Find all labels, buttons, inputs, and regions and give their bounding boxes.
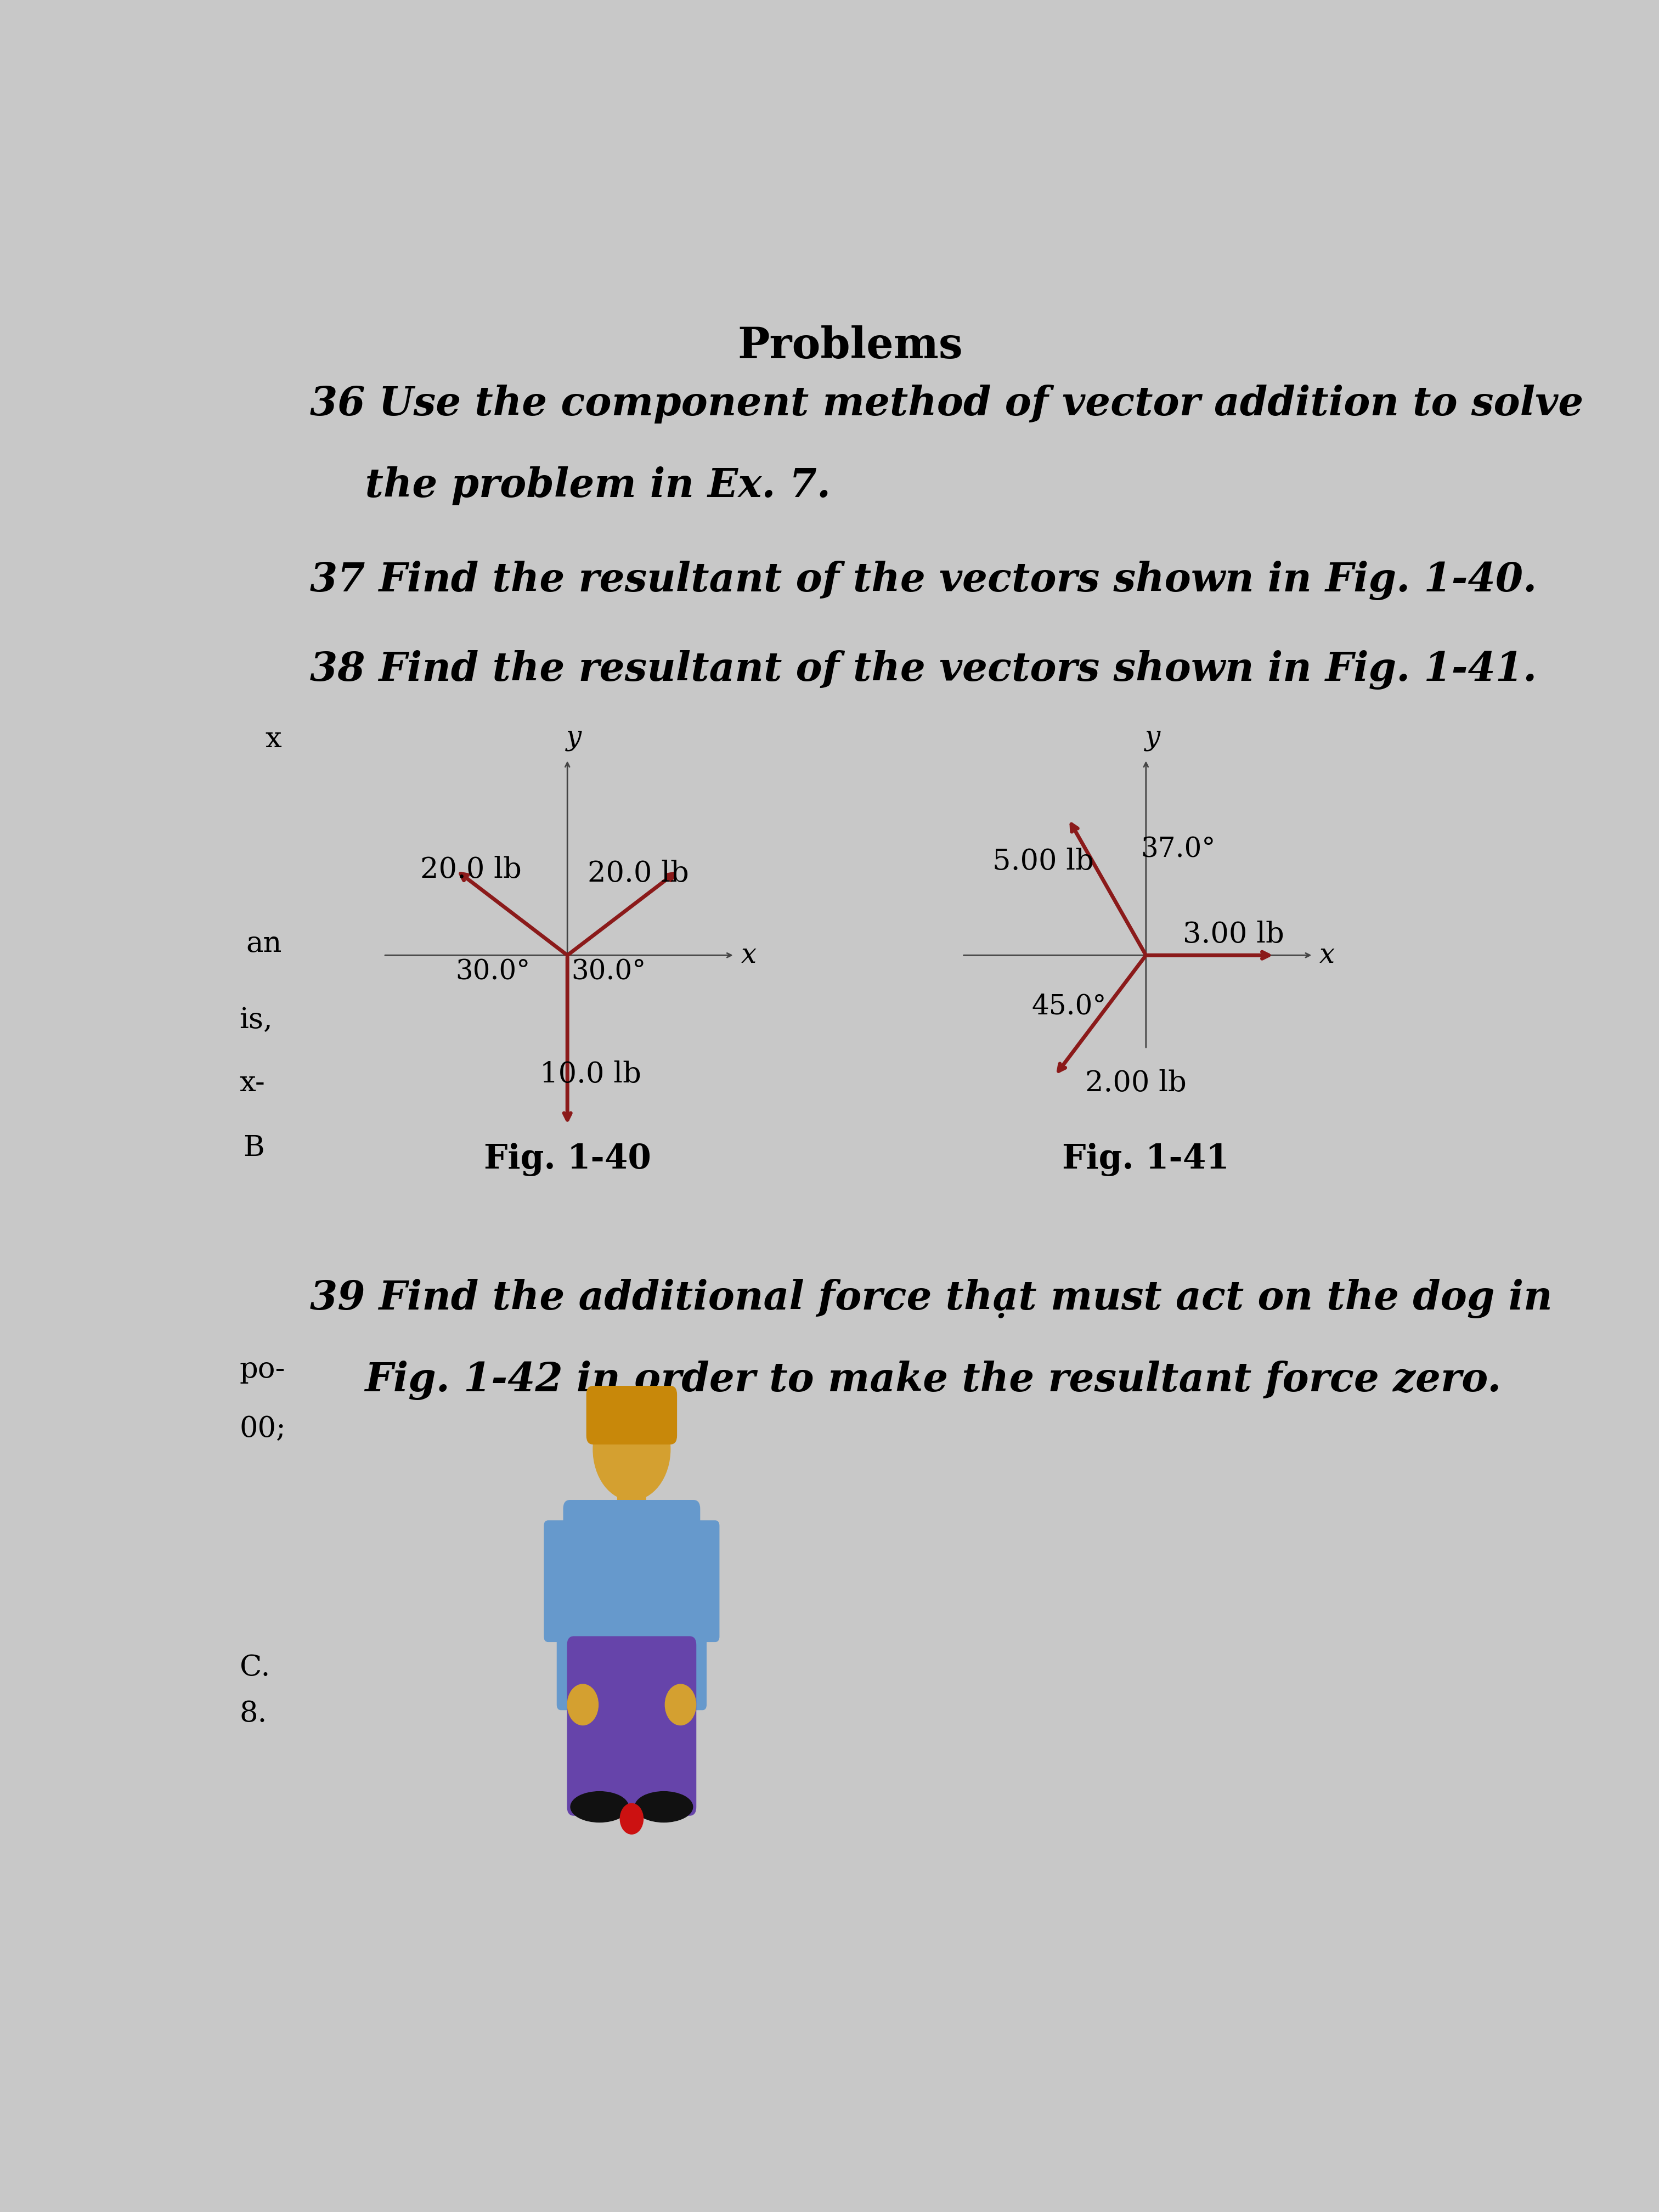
Text: 37 Find the resultant of the vectors shown in Fig. 1-40.: 37 Find the resultant of the vectors sho… — [310, 560, 1538, 599]
Text: x: x — [265, 726, 282, 754]
Text: 39 Find the additional force thạt must act on the dog in: 39 Find the additional force thạt must a… — [310, 1279, 1553, 1318]
Circle shape — [567, 1683, 599, 1725]
Text: 37.0°: 37.0° — [1141, 836, 1216, 863]
Text: an: an — [246, 929, 282, 958]
Text: po-: po- — [239, 1356, 285, 1383]
Text: 45.0°: 45.0° — [1032, 993, 1107, 1020]
Circle shape — [592, 1398, 670, 1500]
FancyBboxPatch shape — [587, 1387, 677, 1444]
Text: y: y — [1145, 723, 1160, 750]
Text: Problems: Problems — [738, 325, 962, 367]
Text: 00;: 00; — [239, 1416, 285, 1442]
Text: x: x — [1319, 942, 1335, 969]
FancyBboxPatch shape — [637, 1646, 693, 1805]
Text: 20.0 lb: 20.0 lb — [420, 856, 521, 885]
Text: 2.00 lb: 2.00 lb — [1085, 1068, 1186, 1097]
Text: 30.0°: 30.0° — [571, 958, 645, 987]
Text: C.: C. — [239, 1655, 270, 1681]
FancyBboxPatch shape — [557, 1624, 604, 1710]
Text: x-: x- — [239, 1068, 265, 1097]
Text: B: B — [244, 1135, 265, 1161]
Circle shape — [620, 1803, 644, 1834]
Text: is,: is, — [239, 1006, 274, 1035]
Ellipse shape — [571, 1792, 629, 1823]
Text: 30.0°: 30.0° — [456, 958, 531, 987]
FancyBboxPatch shape — [572, 1646, 629, 1805]
Text: Fig. 1-41: Fig. 1-41 — [1062, 1144, 1229, 1177]
Circle shape — [665, 1683, 697, 1725]
Text: 5.00 lb: 5.00 lb — [992, 847, 1093, 876]
Text: 20.0 lb: 20.0 lb — [587, 860, 688, 887]
FancyBboxPatch shape — [685, 1520, 718, 1641]
Text: y: y — [566, 723, 582, 750]
FancyBboxPatch shape — [617, 1464, 645, 1509]
Text: 10.0 lb: 10.0 lb — [539, 1060, 642, 1088]
Text: 38 Find the resultant of the vectors shown in Fig. 1-41.: 38 Find the resultant of the vectors sho… — [310, 650, 1538, 690]
Text: Fig. 1-40: Fig. 1-40 — [484, 1144, 650, 1177]
Text: the problem in Ex. 7.: the problem in Ex. 7. — [310, 467, 831, 504]
Text: Fig. 1-42 in order to make the resultant force zero.: Fig. 1-42 in order to make the resultant… — [310, 1360, 1501, 1400]
Text: x: x — [742, 942, 757, 969]
FancyBboxPatch shape — [564, 1500, 700, 1661]
Text: 36 Use the component method of vector addition to solve: 36 Use the component method of vector ad… — [310, 385, 1584, 425]
FancyBboxPatch shape — [660, 1624, 707, 1710]
Ellipse shape — [635, 1792, 693, 1823]
FancyBboxPatch shape — [544, 1520, 577, 1641]
FancyBboxPatch shape — [567, 1637, 697, 1816]
Text: 3.00 lb: 3.00 lb — [1183, 920, 1284, 949]
Text: 8.: 8. — [239, 1699, 267, 1728]
